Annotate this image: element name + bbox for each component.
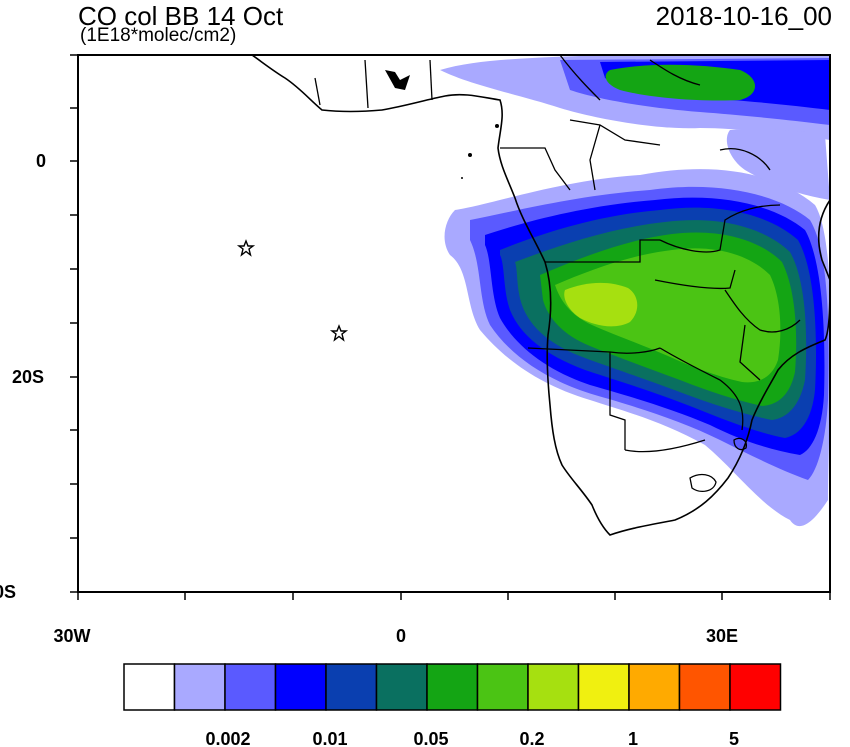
lat-tick-label: 20S — [12, 367, 44, 387]
colorbar-label: 1 — [628, 729, 638, 747]
colorbar-swatch — [476, 663, 529, 711]
island — [461, 177, 463, 179]
lon-tick-label: 30E — [706, 626, 738, 646]
colorbar-swatch — [375, 663, 428, 711]
border-12 — [589, 124, 601, 191]
island — [468, 153, 472, 157]
colorbar-swatch — [678, 663, 731, 711]
border-18 — [649, 59, 701, 86]
eswatini-border — [733, 437, 747, 451]
island — [495, 124, 499, 128]
plume-level-7 — [555, 248, 781, 383]
border-9 — [624, 439, 706, 453]
border-6 — [659, 347, 744, 431]
border-2 — [659, 204, 781, 253]
border-16 — [429, 59, 433, 101]
co-plume — [440, 55, 830, 527]
bight-coast-detail — [385, 70, 410, 90]
colorbar-swatch — [577, 663, 630, 711]
map-title: CO col BB 14 Oct — [78, 1, 284, 31]
border-13 — [719, 148, 771, 171]
lon-tick-label: 30W — [53, 626, 90, 646]
lon-tick-label: 0 — [396, 626, 406, 646]
country-borders — [314, 55, 801, 493]
border-1 — [545, 239, 660, 263]
station-markers — [236, 239, 349, 342]
colorbar — [123, 663, 782, 711]
border-7 — [724, 289, 801, 333]
border-3 — [654, 269, 736, 290]
border-15 — [364, 59, 369, 109]
units-label: (1E18*molec/cm2) — [80, 25, 237, 46]
colorbar-swatch — [426, 663, 479, 711]
ticks — [70, 54, 831, 600]
colorbar-swatch — [123, 663, 176, 711]
colorbar-label: 0.05 — [413, 729, 448, 747]
border-17 — [559, 55, 601, 101]
timestamp-label: 2018-10-16_00 — [655, 1, 832, 31]
colorbar-label: 0.2 — [519, 729, 544, 747]
border-8 — [739, 324, 761, 381]
star-marker — [236, 239, 256, 257]
colorbar-label: 5 — [729, 729, 739, 747]
border-5 — [609, 352, 626, 450]
colorbar-label: 0.002 — [205, 729, 250, 747]
colorbar-swatch — [173, 663, 226, 711]
plume-level-1-ne — [726, 129, 830, 200]
colorbar-swatch — [274, 663, 327, 711]
colorbar-label: 0.01 — [312, 729, 347, 747]
colorbar-swatch — [628, 663, 681, 711]
border-10 — [500, 147, 571, 191]
plume-level-8 — [564, 282, 638, 327]
lat-tick-label: 0 — [36, 151, 46, 171]
border-11 — [569, 119, 661, 146]
colorbar-swatch — [527, 663, 580, 711]
africa-coastline — [251, 55, 830, 536]
border-14 — [314, 77, 321, 106]
colorbar-swatch — [729, 663, 782, 711]
colorbar-swatch — [325, 663, 378, 711]
colorbar-swatch — [224, 663, 277, 711]
lat-tick-label: 40S — [0, 582, 16, 602]
islands — [385, 70, 499, 179]
star-marker — [329, 324, 349, 342]
plume-level-6-north — [605, 64, 755, 101]
lesotho-border — [689, 473, 717, 493]
